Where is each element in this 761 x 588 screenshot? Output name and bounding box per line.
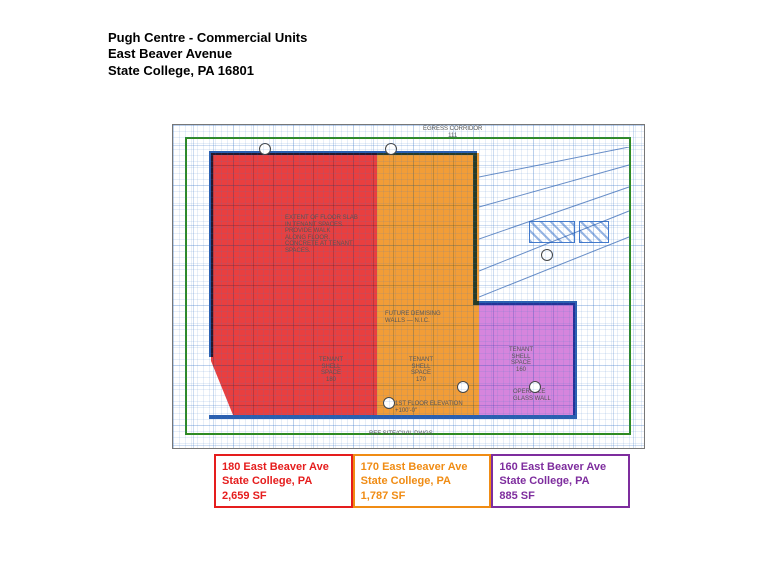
marker-d: [529, 381, 541, 393]
red-space-label: TENANT SHELL SPACE 180: [319, 357, 343, 383]
marker-b: [385, 143, 397, 155]
header-line1: Pugh Centre - Commercial Units: [108, 30, 307, 46]
legend-cell-180: 180 East Beaver Ave State College, PA 2,…: [214, 454, 353, 508]
legend-line3: 885 SF: [499, 489, 622, 503]
wall-top: [209, 151, 475, 155]
wall-bottom: [209, 415, 577, 419]
header-line3: State College, PA 16801: [108, 63, 307, 79]
unit-160: [479, 303, 575, 415]
marker-c: [457, 381, 469, 393]
legend-line2: State College, PA: [222, 474, 345, 488]
wall-step: [473, 301, 577, 305]
purple-space-label: TENANT SHELL SPACE 160: [509, 347, 533, 373]
legend-line1: 160 East Beaver Ave: [499, 460, 622, 474]
legend-line3: 2,659 SF: [222, 489, 345, 503]
legend-line1: 170 East Beaver Ave: [361, 460, 484, 474]
hatch-1: [529, 221, 575, 243]
marker-e: [383, 397, 395, 409]
orange-space-label: TENANT SHELL SPACE 170: [409, 357, 433, 383]
site-lines: [479, 147, 639, 301]
page: Pugh Centre - Commercial Units East Beav…: [0, 0, 761, 588]
marker-f: [541, 249, 553, 261]
legend-cell-160: 160 East Beaver Ave State College, PA 88…: [491, 454, 630, 508]
floor-elev: 1ST FLOOR ELEVATION +100'-0": [395, 401, 463, 414]
legend-line1: 180 East Beaver Ave: [222, 460, 345, 474]
unit-180: [211, 153, 377, 415]
curtain-label: OPERABLE GLASS WALL: [513, 389, 551, 402]
unit-170: [377, 153, 479, 415]
legend-cell-170: 170 East Beaver Ave State College, PA 1,…: [353, 454, 492, 508]
marker-a: [259, 143, 271, 155]
green-outline: [185, 137, 631, 435]
future-note: FUTURE DEMISING WALLS — N.I.C.: [385, 311, 441, 324]
wall-left: [209, 151, 213, 357]
slab-note: EXTENT OF FLOOR SLAB IN TENANT SPACES. P…: [285, 215, 358, 255]
page-header: Pugh Centre - Commercial Units East Beav…: [108, 30, 307, 79]
legend-line2: State College, PA: [499, 474, 622, 488]
site-civil: REF SITE/CIVIL DWGS: [369, 431, 433, 438]
hatch-2: [579, 221, 609, 243]
floor-plan: EGRESS CORRIDOR 111 TENANT SHELL SPACE 1…: [172, 124, 645, 449]
corridor-label: EGRESS CORRIDOR 111: [423, 126, 482, 139]
legend: 180 East Beaver Ave State College, PA 2,…: [214, 454, 630, 508]
legend-line3: 1,787 SF: [361, 489, 484, 503]
header-line2: East Beaver Avenue: [108, 46, 307, 62]
legend-line2: State College, PA: [361, 474, 484, 488]
wall-right-lower: [573, 301, 577, 417]
wall-right-upper: [473, 151, 477, 301]
